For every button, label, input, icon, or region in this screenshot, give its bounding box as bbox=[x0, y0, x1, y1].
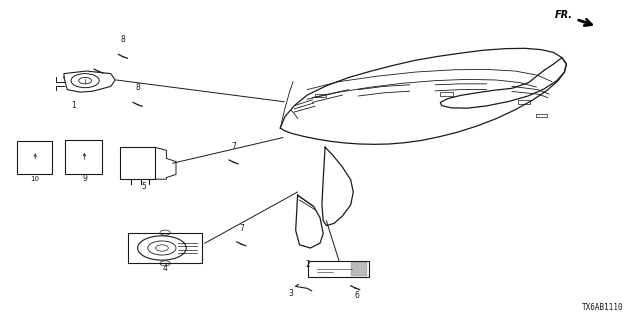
Text: 8: 8 bbox=[120, 35, 125, 44]
Bar bbox=[308, 261, 369, 277]
Bar bbox=[128, 233, 202, 263]
Bar bbox=[440, 92, 453, 96]
Bar bbox=[518, 100, 530, 104]
Text: 6: 6 bbox=[355, 291, 360, 300]
Bar bbox=[120, 147, 155, 179]
Bar bbox=[351, 262, 367, 276]
Bar bbox=[17, 141, 52, 174]
Bar bbox=[65, 140, 102, 174]
Text: 5: 5 bbox=[141, 182, 147, 191]
Text: 10: 10 bbox=[31, 176, 40, 182]
Text: 7: 7 bbox=[231, 142, 236, 151]
Text: FR.: FR. bbox=[555, 10, 573, 20]
Text: 7: 7 bbox=[239, 224, 244, 233]
Text: 8: 8 bbox=[135, 83, 140, 92]
Text: TX6AB1110: TX6AB1110 bbox=[582, 303, 624, 312]
Bar bbox=[315, 94, 326, 97]
Text: 2: 2 bbox=[306, 260, 310, 269]
Text: 9: 9 bbox=[82, 174, 87, 183]
Bar bbox=[536, 114, 547, 117]
Text: 3: 3 bbox=[288, 289, 293, 298]
Text: 4: 4 bbox=[163, 264, 168, 273]
Text: 1: 1 bbox=[71, 101, 76, 110]
